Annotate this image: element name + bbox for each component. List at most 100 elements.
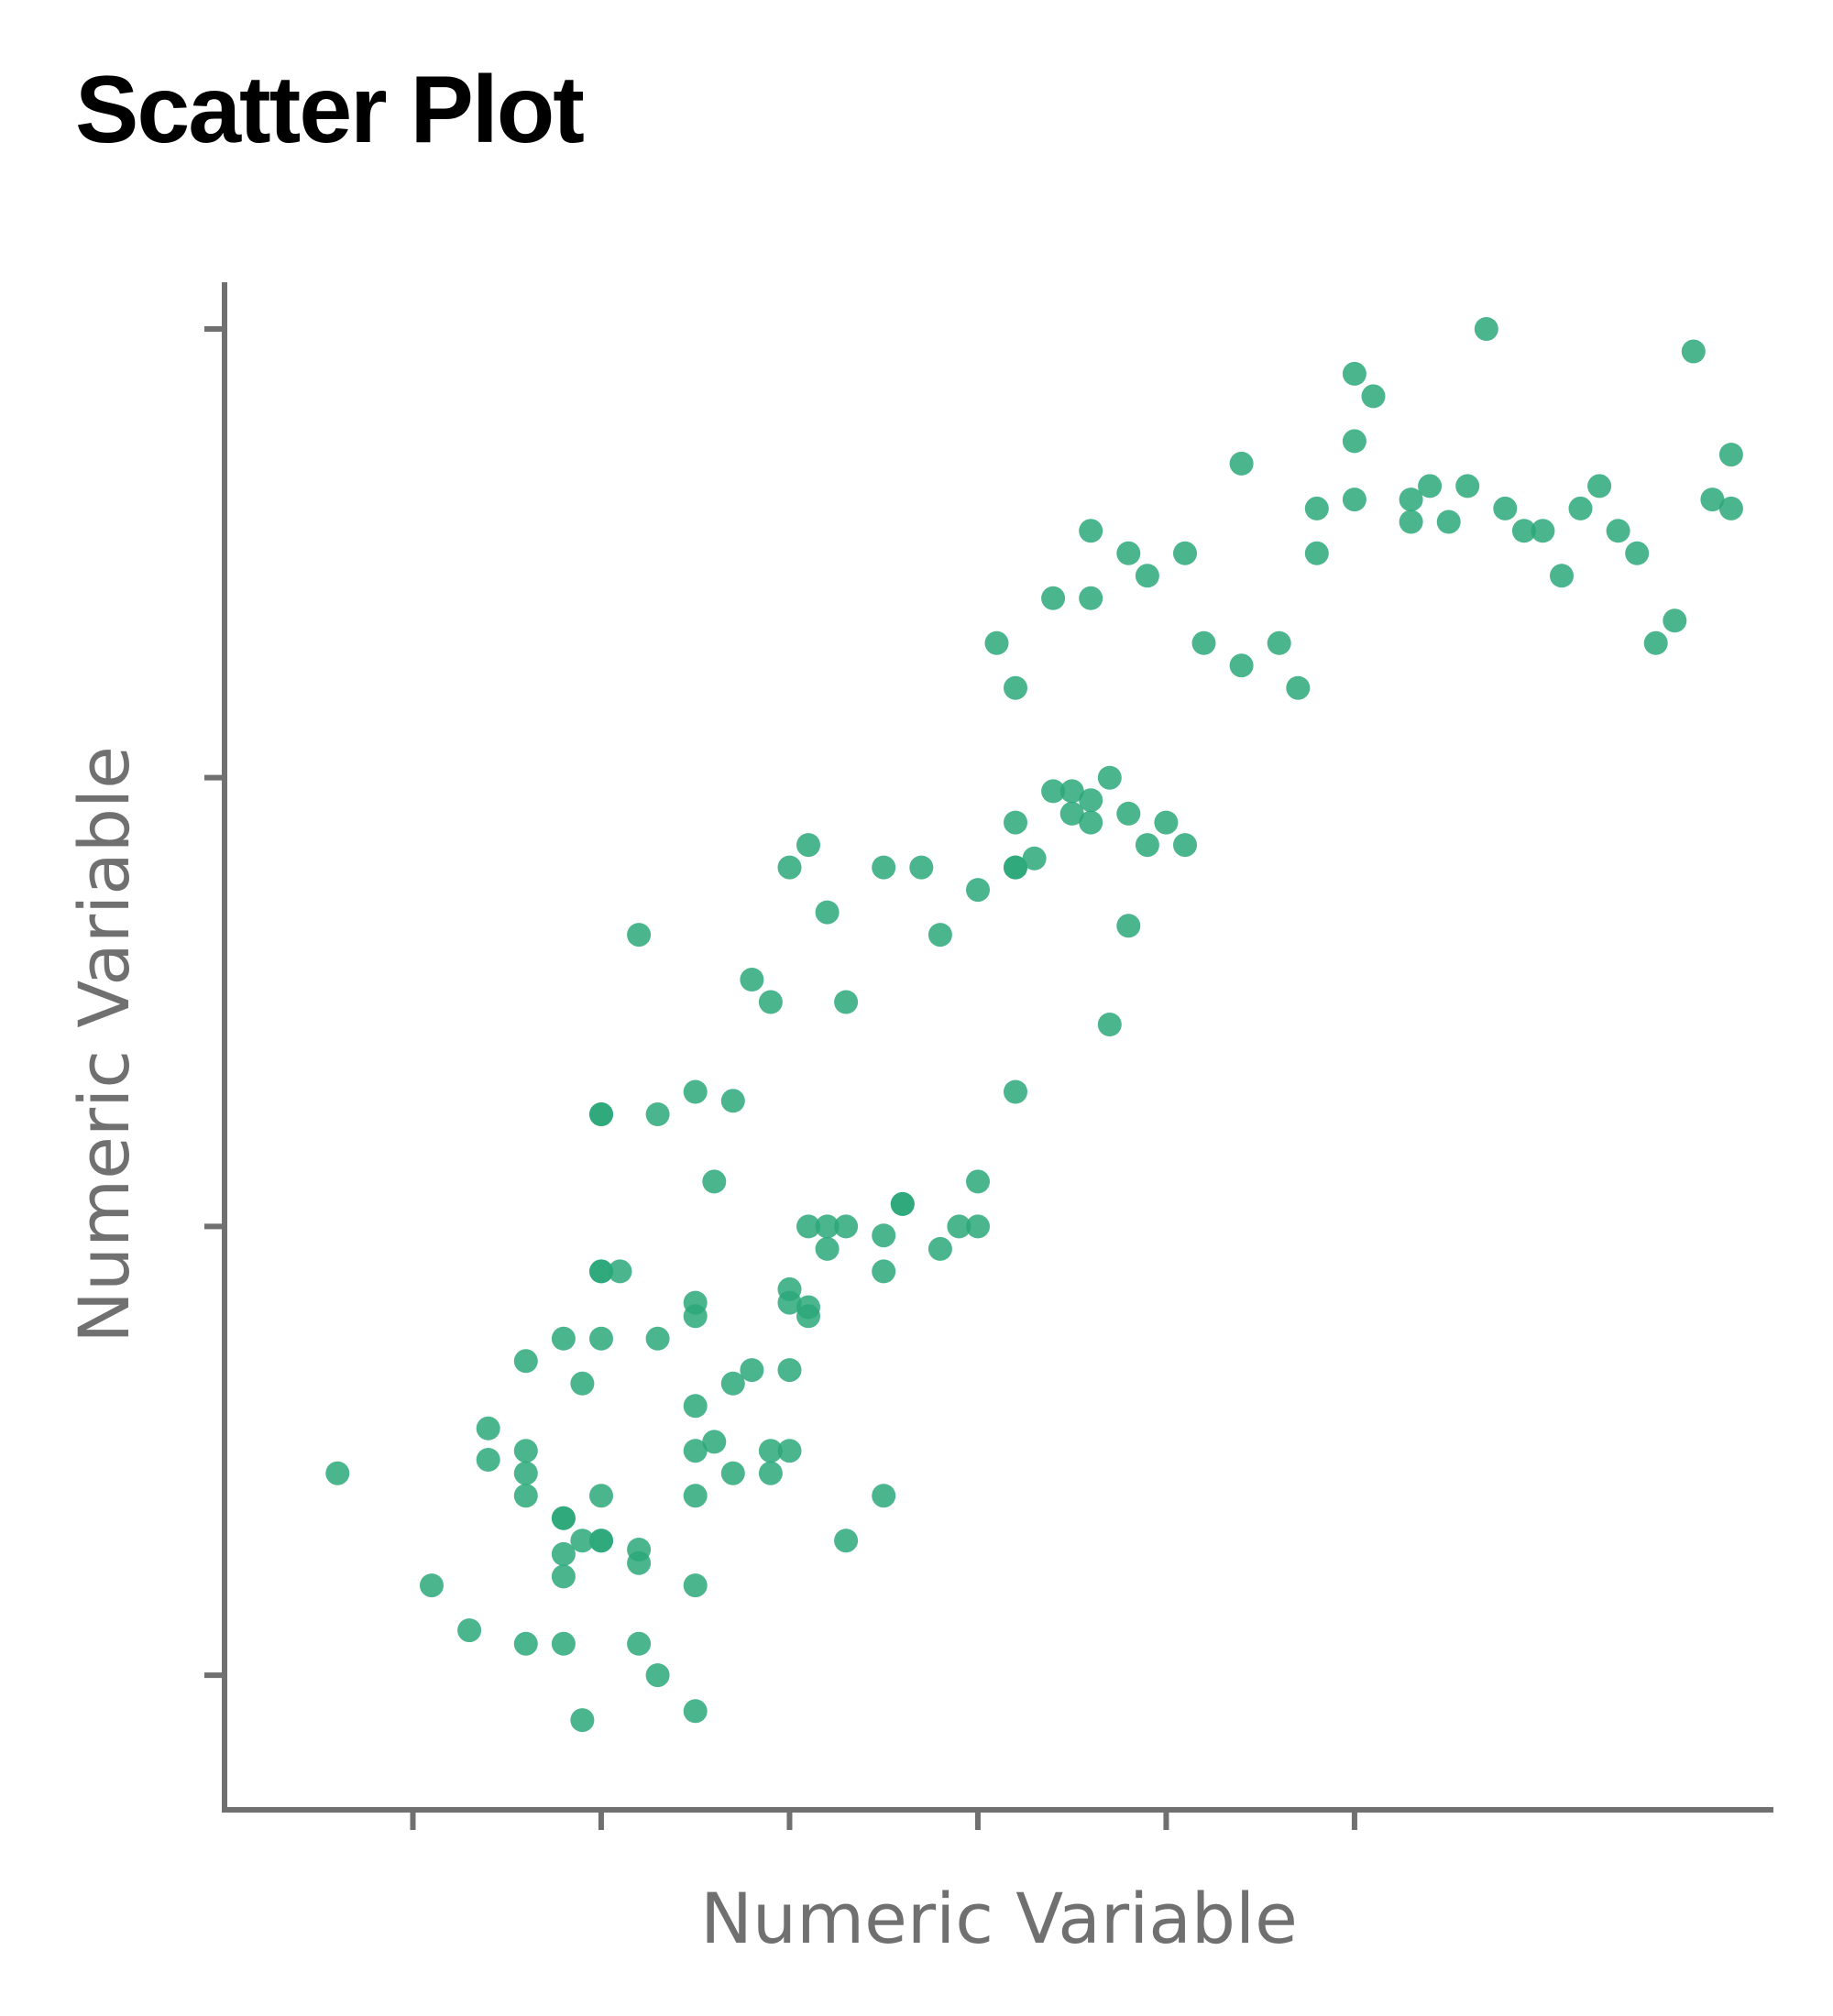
data-point — [1154, 810, 1179, 835]
data-point — [589, 1528, 613, 1553]
data-point — [1041, 779, 1066, 804]
data-point — [1304, 496, 1329, 520]
data-point — [1304, 541, 1329, 565]
data-point — [777, 1358, 802, 1383]
x-ticks — [410, 1810, 1357, 1830]
data-point — [1361, 384, 1386, 409]
data-point — [570, 1371, 595, 1396]
data-point — [1059, 779, 1084, 804]
data-point — [927, 923, 952, 948]
data-point — [1474, 317, 1498, 341]
data-point — [1606, 519, 1630, 543]
data-point — [683, 1394, 708, 1419]
data-point — [758, 990, 783, 1014]
x-axis-title: Numeric Variable — [700, 1878, 1298, 1959]
data-point — [1399, 509, 1423, 534]
data-point — [1004, 855, 1027, 880]
data-point — [1116, 801, 1141, 826]
data-point — [966, 1169, 990, 1194]
data-point — [627, 1631, 652, 1656]
data-point — [1004, 810, 1027, 835]
y-ticks — [204, 325, 225, 1679]
data-point — [589, 1326, 613, 1351]
data-point — [927, 1236, 952, 1261]
data-point — [872, 1484, 896, 1508]
data-point — [1097, 1013, 1122, 1036]
data-point — [1229, 653, 1254, 678]
data-point — [513, 1439, 538, 1463]
data-point — [1097, 765, 1122, 790]
data-point — [1342, 429, 1367, 454]
data-point — [702, 1430, 727, 1454]
data-point — [1229, 451, 1254, 476]
data-point — [815, 900, 840, 925]
data-point — [740, 1358, 764, 1383]
data-point — [815, 1214, 840, 1239]
data-point — [513, 1484, 538, 1508]
data-point — [1625, 541, 1650, 565]
data-point — [1059, 801, 1084, 826]
data-point — [589, 1484, 613, 1508]
data-point — [551, 1326, 576, 1351]
data-point — [720, 1371, 745, 1396]
data-point — [1116, 541, 1141, 565]
data-point — [834, 1528, 859, 1553]
data-point — [834, 990, 859, 1014]
data-point — [796, 833, 820, 858]
data-point — [1022, 846, 1047, 871]
data-point — [796, 1214, 820, 1239]
data-point — [551, 1506, 576, 1530]
data-point — [420, 1573, 444, 1598]
data-point — [1173, 541, 1197, 565]
data-point — [777, 855, 802, 880]
data-point — [909, 855, 934, 880]
data-point — [645, 1663, 670, 1688]
data-point — [720, 1461, 745, 1485]
data-point — [1004, 675, 1027, 700]
data-point — [1173, 833, 1197, 858]
data-point — [589, 1259, 613, 1284]
data-point — [476, 1416, 500, 1441]
data-point — [1267, 630, 1291, 655]
data-point — [1681, 339, 1706, 364]
data-point — [777, 1276, 802, 1301]
data-point — [834, 1214, 859, 1239]
data-point — [1663, 608, 1687, 633]
data-point — [1531, 519, 1555, 543]
data-point — [683, 1484, 708, 1508]
data-point — [758, 1461, 783, 1485]
data-point — [1041, 586, 1066, 610]
data-point — [1718, 443, 1743, 467]
data-point — [608, 1259, 632, 1284]
axes-layer — [204, 282, 1773, 1830]
data-point — [683, 1079, 708, 1104]
data-point — [325, 1461, 350, 1485]
data-point — [1587, 474, 1612, 499]
data-point — [720, 1089, 745, 1113]
data-point — [513, 1349, 538, 1374]
data-point — [890, 1191, 915, 1216]
data-point — [570, 1708, 595, 1733]
data-point — [872, 855, 896, 880]
data-point — [1004, 1079, 1027, 1104]
data-point — [1079, 810, 1103, 835]
data-point — [683, 1290, 708, 1315]
data-point — [683, 1699, 708, 1724]
data-point — [1191, 630, 1216, 655]
data-point — [1493, 496, 1518, 520]
data-point — [1079, 586, 1103, 610]
data-point — [1135, 564, 1159, 588]
data-point — [740, 968, 764, 992]
data-point — [476, 1448, 500, 1472]
data-point — [1079, 788, 1103, 813]
data-point — [589, 1102, 613, 1126]
data-point — [872, 1223, 896, 1248]
data-point — [1079, 519, 1103, 543]
data-point — [777, 1439, 802, 1463]
data-point — [1455, 474, 1480, 499]
data-point — [1568, 496, 1593, 520]
data-point — [1643, 630, 1668, 655]
data-point — [570, 1528, 595, 1553]
data-point — [627, 1550, 652, 1575]
points-layer — [325, 317, 1743, 1733]
